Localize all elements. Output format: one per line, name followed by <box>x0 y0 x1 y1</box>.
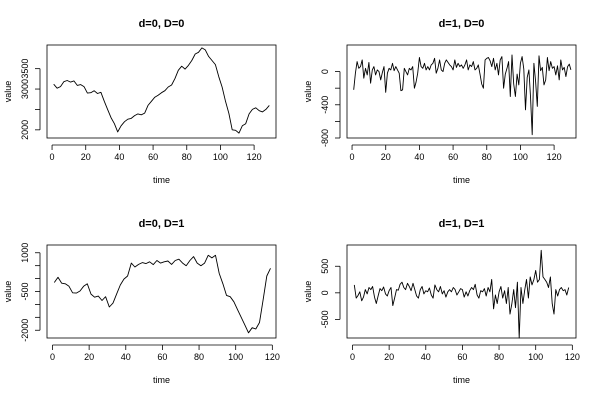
chart-3-series-line <box>53 254 271 334</box>
chart-2-x-tick-label: 0 <box>350 152 355 162</box>
chart-4-x-tick-label: 80 <box>494 352 504 362</box>
chart-3-x-tick-label: 120 <box>265 352 280 362</box>
chart-3-y-tick-label: 1000 <box>20 243 30 263</box>
chart-3-title: d=0, D=1 <box>139 218 185 230</box>
chart-2-y-axis-label: value <box>303 81 313 103</box>
chart-2-series-line <box>353 54 572 136</box>
chart-4-title: d=1, D=1 <box>439 218 485 230</box>
chart-1-y-axis-label: value <box>3 81 13 103</box>
chart-1-x-tick-label: 60 <box>148 152 158 162</box>
chart-3-x-tick-label: 60 <box>157 352 167 362</box>
chart-1-series-line <box>53 47 270 134</box>
chart-4-x-tick-label: 0 <box>350 352 355 362</box>
chart-1-plot-frame <box>46 44 277 139</box>
chart-3-y-tick-label: -500 <box>20 282 30 300</box>
chart-1-x-tick-label: 40 <box>114 152 124 162</box>
chart-4-x-tick-label: 40 <box>421 352 431 362</box>
chart-4-y-axis-label: value <box>303 281 313 303</box>
chart-3-y-tick-label: -2000 <box>20 319 30 342</box>
chart-4-y-tick-label: 500 <box>320 259 330 274</box>
chart-2-x-tick-label: 100 <box>513 152 528 162</box>
chart-3-x-tick-label: 20 <box>84 352 94 362</box>
chart-4-x-tick-label: 20 <box>384 352 394 362</box>
chart-2-x-tick-label: 40 <box>414 152 424 162</box>
chart-2-title: d=1, D=0 <box>439 18 485 30</box>
chart-2-x-axis-label: time <box>453 175 470 185</box>
chart-1-x-axis-label: time <box>153 175 170 185</box>
chart-2-y-tick-label: -800 <box>320 129 330 147</box>
chart-3-plot-frame <box>46 244 277 339</box>
chart-2-x-tick-label: 20 <box>381 152 391 162</box>
chart-2-y-tick-label: 0 <box>320 69 330 74</box>
chart-3-x-tick-label: 80 <box>194 352 204 362</box>
chart-1-x-tick-label: 100 <box>213 152 228 162</box>
chart-4-x-tick-label: 100 <box>528 352 543 362</box>
chart-4-x-tick-label: 120 <box>565 352 580 362</box>
chart-4-y-tick-label: -500 <box>320 310 330 328</box>
chart-1-x-tick-label: 80 <box>182 152 192 162</box>
chart-2-x-tick-label: 60 <box>448 152 458 162</box>
chart-3-x-tick-label: 40 <box>121 352 131 362</box>
panel-bottom-right: d=1, D=1 0 20 40 60 80 100 120 time -500 0 500 value <box>303 218 580 385</box>
chart-3-x-tick-label: 100 <box>228 352 243 362</box>
panel-bottom-left: d=0, D=1 0 20 40 60 80 100 120 time -2000 -500 1000… <box>3 218 280 385</box>
chart-1-x-tick-label: 20 <box>81 152 91 162</box>
chart-3-x-axis-label: time <box>153 375 170 385</box>
chart-4-series-line <box>353 249 570 339</box>
chart-4-plot-frame <box>346 244 577 339</box>
chart-2-y-tick-label: -400 <box>320 96 330 114</box>
chart-1-y-tick-label: 2000 <box>20 120 30 140</box>
chart-1-x-tick-label: 0 <box>50 152 55 162</box>
chart-2-plot-frame <box>346 44 577 139</box>
chart-4-x-tick-label: 60 <box>457 352 467 362</box>
chart-4-x-axis-label: time <box>453 375 470 385</box>
panel-top-right: d=1, D=0 0 20 40 60 80 100 120 time -800 -400 0 valu… <box>303 18 577 185</box>
chart-1-title: d=0, D=0 <box>139 18 185 30</box>
chart-1-y-tick-label: 3500 <box>20 59 30 79</box>
chart-1-y-tick-label: 3000 <box>20 79 30 99</box>
chart-1-x-tick-label: 120 <box>247 152 262 162</box>
chart-2-x-tick-label: 120 <box>547 152 562 162</box>
chart-3-y-axis-label: value <box>3 281 13 303</box>
chart-4-y-tick-label: 0 <box>320 290 330 295</box>
chart-3-x-tick-label: 0 <box>50 352 55 362</box>
chart-2-x-tick-label: 80 <box>482 152 492 162</box>
